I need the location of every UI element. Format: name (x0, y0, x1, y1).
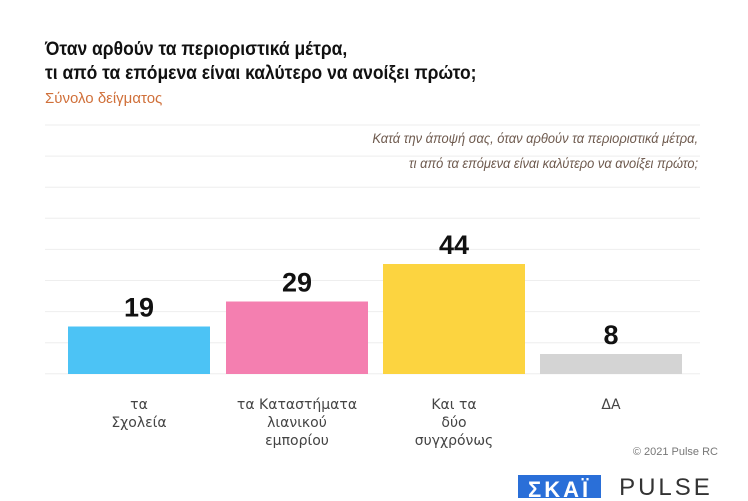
category-label: τα Καταστήματα (237, 397, 357, 413)
category-label: συγχρόνως (415, 433, 494, 449)
skai-logo: ΣΚΑΪ (518, 475, 602, 498)
category-label: λιανικού (267, 415, 327, 431)
data-label: 29 (282, 268, 312, 298)
chart-title: Όταν αρθούν τα περιοριστικά μέτρα, τι απ… (45, 38, 477, 86)
data-label: 19 (124, 293, 154, 323)
logos: ΣΚΑΪ PULSE (518, 475, 713, 501)
category-label: ΔΑ (601, 397, 621, 413)
data-label: 8 (603, 320, 618, 350)
category-label: Σχολεία (111, 415, 166, 431)
bar (540, 354, 682, 374)
category-label: Και τα (431, 397, 476, 413)
bar (383, 264, 525, 374)
category-label: τα (130, 397, 148, 413)
question-text: Κατά την άποψή σας, όταν αρθούν τα περιο… (372, 126, 698, 176)
question-line-1: Κατά την άποψή σας, όταν αρθούν τα περιο… (372, 130, 698, 146)
bar (226, 301, 368, 374)
category-label: εμπορίου (265, 433, 329, 449)
copyright: © 2021 Pulse RC (632, 446, 718, 458)
bar (68, 326, 210, 374)
question-line-2: τι από τα επόμενα είναι καλύτερο να ανοί… (408, 155, 698, 171)
data-label: 44 (439, 230, 469, 260)
category-label: δύο (441, 415, 466, 431)
pulse-logo: PULSE (619, 474, 713, 501)
title-line-1: Όταν αρθούν τα περιοριστικά μέτρα, (45, 39, 348, 60)
title-line-2: τι από τα επόμενα είναι καλύτερο να ανοί… (45, 63, 477, 84)
chart-subtitle: Σύνολο δείγματος (45, 90, 163, 107)
